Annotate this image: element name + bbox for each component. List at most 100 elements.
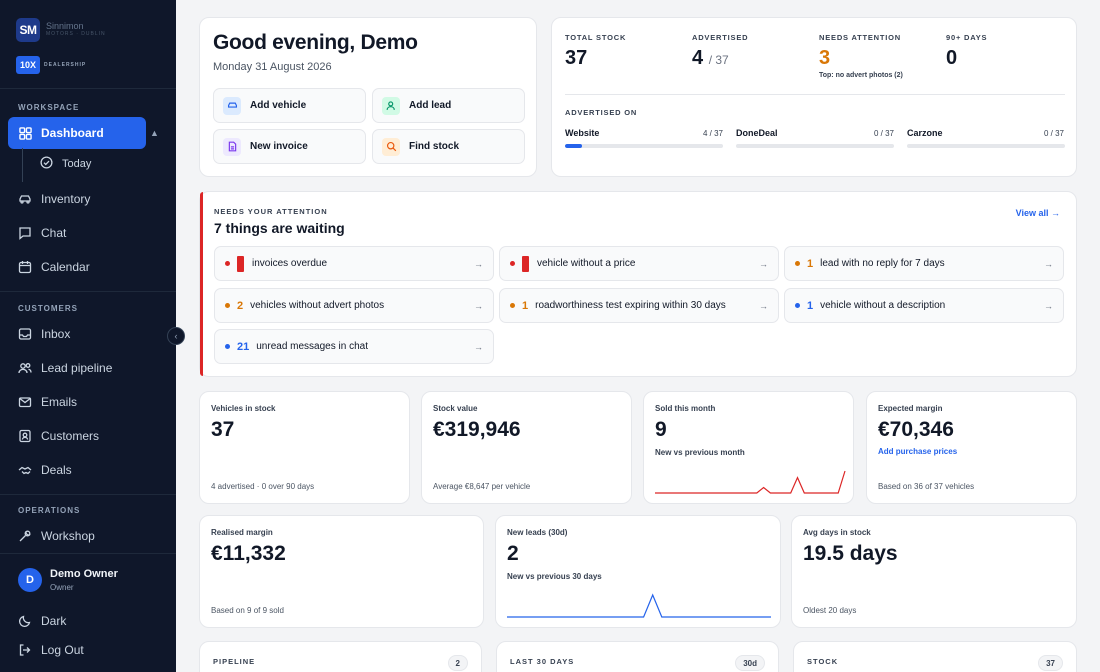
chevron-left-icon: ‹ <box>174 331 178 341</box>
sold-sparkline <box>655 470 846 494</box>
stat-label: Expected margin <box>878 404 943 413</box>
section-label: LAST 30 DAYS <box>510 657 575 666</box>
sidebar-item-emails[interactable]: Emails <box>8 386 146 418</box>
chevron-up-icon[interactable]: ▲ <box>150 128 159 138</box>
channel-count: 0 / 37 <box>873 129 894 138</box>
calendar-icon <box>18 260 32 274</box>
stat-stock-value[interactable]: Stock value €319,946 Average €8,647 per … <box>421 391 632 504</box>
status-dot <box>225 344 230 349</box>
kpi-label-90-days: 90+ DAYS <box>946 33 988 42</box>
section-workspace: WORKSPACE <box>18 103 80 112</box>
view-all-link[interactable]: View all → <box>1015 208 1060 218</box>
kpi-label-total-stock: TOTAL STOCK <box>565 33 627 42</box>
stat-sold-this-month[interactable]: Sold this month 9 New vs previous month <box>643 391 854 504</box>
arrow-right-icon: → <box>474 341 483 352</box>
stat-value: 37 <box>211 418 235 441</box>
kpi-value-advertised: 4 / 37 <box>692 47 729 70</box>
section-operations: OPERATIONS <box>18 506 81 515</box>
logo-name: Sinnimon <box>46 21 84 32</box>
action-label: Add vehicle <box>250 100 307 111</box>
find-stock-button[interactable]: Find stock <box>372 129 525 164</box>
channel-progress <box>907 144 1065 148</box>
greeting-date: Monday 31 August 2026 <box>213 61 332 73</box>
stat-value: €11,332 <box>211 542 286 565</box>
attention-item[interactable]: 1 roadworthiness test expiring within 30 … <box>499 288 779 323</box>
stat-compare-label: New vs previous month <box>655 448 745 457</box>
channel-count: 4 / 37 <box>702 129 723 138</box>
sidebar-item-lead-pipeline[interactable]: Lead pipeline <box>8 352 146 384</box>
stat-value: 2 <box>507 542 519 565</box>
action-label: Add lead <box>409 100 452 111</box>
attention-item[interactable]: 2 vehicles without advert photos → <box>214 288 494 323</box>
attention-text: vehicle without a price <box>537 258 636 269</box>
add-purchase-prices-link[interactable]: Add purchase prices <box>878 447 958 456</box>
channel-count: 0 / 37 <box>1043 129 1064 138</box>
stat-value: 9 <box>655 418 667 441</box>
sidebar-item-deals[interactable]: Deals <box>8 454 146 486</box>
stat-vehicles-in-stock[interactable]: Vehicles in stock 37 4 advertised · 0 ov… <box>199 391 410 504</box>
car-icon <box>223 96 241 115</box>
add-lead-button[interactable]: Add lead <box>372 88 525 123</box>
range-badge[interactable]: 30d <box>735 655 765 671</box>
status-dot <box>510 303 515 308</box>
channel-name: Website <box>565 128 600 138</box>
sidebar-item-label: Workshop <box>41 529 95 543</box>
sidebar-item-chat[interactable]: Chat <box>8 217 146 249</box>
user-role: Owner <box>50 583 74 592</box>
moon-icon <box>18 614 32 628</box>
document-icon <box>223 137 241 156</box>
badge-label: DEALERSHIP <box>44 62 87 68</box>
status-dot <box>225 261 230 266</box>
wrench-icon <box>18 529 32 543</box>
sidebar-item-calendar[interactable]: Calendar <box>8 251 146 283</box>
collapse-sidebar-button[interactable]: ‹ <box>167 327 185 345</box>
section-customers: CUSTOMERS <box>18 304 78 313</box>
brand-logo[interactable]: SM Sinnimon MOTORS · DUBLIN <box>16 18 106 42</box>
channel-progress <box>565 144 723 148</box>
theme-toggle-dark[interactable]: Dark <box>8 605 146 637</box>
sidebar-item-inventory[interactable]: Inventory <box>8 183 146 215</box>
stat-realised-margin[interactable]: Realised margin €11,332 Based on 9 of 9 … <box>199 515 484 628</box>
greeting-title: Good evening, Demo <box>213 31 418 54</box>
sidebar-item-label: Chat <box>41 226 67 240</box>
arrow-right-icon: → <box>474 258 483 269</box>
grid-icon <box>18 126 32 140</box>
sidebar-item-inbox[interactable]: Inbox <box>8 318 146 350</box>
leads-sparkline <box>507 593 771 618</box>
logout-button[interactable]: Log Out <box>8 634 146 666</box>
stat-label: Stock value <box>433 404 478 413</box>
channel-progress-fill <box>565 144 583 148</box>
attention-item[interactable]: invoices overdue → <box>214 246 494 281</box>
submenu-line <box>22 148 23 182</box>
attention-text: lead with no reply for 7 days <box>820 258 945 269</box>
sidebar-item-today[interactable]: Today <box>40 152 91 176</box>
status-dot <box>795 303 800 308</box>
attention-item[interactable]: 21 unread messages in chat → <box>214 329 494 364</box>
sidebar-item-customers[interactable]: Customers <box>8 420 146 452</box>
kpi-value-needs-attention: 3 <box>819 47 831 69</box>
attention-item[interactable]: 1 lead with no reply for 7 days → <box>784 246 1064 281</box>
stat-expected-margin[interactable]: Expected margin €70,346 Add purchase pri… <box>866 391 1077 504</box>
user-profile[interactable]: D Demo Owner Owner <box>18 568 118 592</box>
stat-label: New leads (30d) <box>507 528 568 537</box>
attention-item[interactable]: vehicle without a price → <box>499 246 779 281</box>
arrow-right-icon: → <box>474 300 483 311</box>
section-label: STOCK <box>807 657 839 666</box>
new-invoice-button[interactable]: New invoice <box>213 129 366 164</box>
logo-tagline: MOTORS · DUBLIN <box>46 31 106 38</box>
stat-value: €70,346 <box>878 418 954 441</box>
status-dot <box>225 303 230 308</box>
car-icon <box>18 192 32 206</box>
stat-compare-label: New vs previous 30 days <box>507 572 602 581</box>
sidebar-item-label: Dashboard <box>41 126 104 140</box>
stat-label: Avg days in stock <box>803 528 871 537</box>
stat-avg-days-in-stock[interactable]: Avg days in stock 19.5 days Oldest 20 da… <box>791 515 1077 628</box>
add-vehicle-button[interactable]: Add vehicle <box>213 88 366 123</box>
attention-item[interactable]: 1 vehicle without a description → <box>784 288 1064 323</box>
sidebar-item-dashboard[interactable]: Dashboard <box>8 117 146 149</box>
sidebar-item-workshop[interactable]: Workshop <box>8 520 146 552</box>
sidebar-divider <box>0 494 176 495</box>
logo-initials: SM <box>16 18 40 42</box>
stat-new-leads[interactable]: New leads (30d) 2 New vs previous 30 day… <box>495 515 781 628</box>
sidebar-item-label: Calendar <box>41 260 90 274</box>
